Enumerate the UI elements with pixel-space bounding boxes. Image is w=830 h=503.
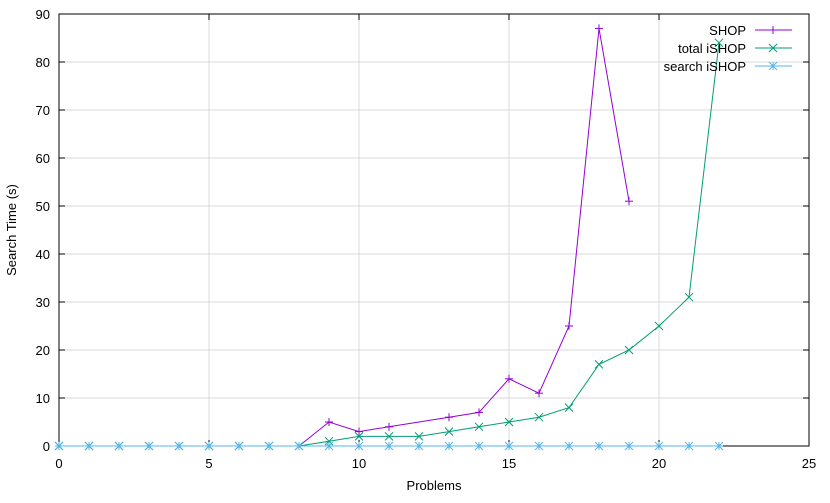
legend: SHOP total iSHOP search iSHOP <box>664 23 792 74</box>
x-axis-label: Problems <box>407 478 462 493</box>
data-point <box>474 422 484 432</box>
data-point <box>444 441 454 451</box>
data-point <box>144 441 154 451</box>
data-point <box>384 441 394 451</box>
x-tick-label: 20 <box>652 456 666 471</box>
data-point <box>654 441 664 451</box>
x-tick-label: 0 <box>55 456 62 471</box>
series-group <box>54 24 724 451</box>
y-tick-label: 0 <box>43 439 50 454</box>
data-point <box>385 422 393 431</box>
data-point <box>354 432 364 441</box>
data-point <box>535 389 543 398</box>
y-tick-label: 60 <box>36 151 50 166</box>
y-tick-label: 30 <box>36 295 50 310</box>
data-point <box>355 427 363 436</box>
data-point <box>504 417 514 427</box>
data-point <box>595 24 603 33</box>
x-tick-label: 5 <box>205 456 212 471</box>
y-tick-label: 50 <box>36 199 50 214</box>
legend-label: search iSHOP <box>664 59 746 74</box>
data-point <box>264 441 274 451</box>
y-tick-label: 90 <box>36 7 50 22</box>
data-point <box>174 441 184 451</box>
data-point <box>114 441 124 451</box>
data-point <box>204 441 214 451</box>
data-point <box>475 408 483 417</box>
data-point <box>565 322 573 330</box>
data-point <box>354 441 364 451</box>
y-tick-label: 80 <box>36 55 50 70</box>
data-point <box>384 432 394 441</box>
data-point <box>594 360 604 369</box>
data-point <box>414 441 424 451</box>
data-point <box>294 441 304 451</box>
data-point <box>624 345 634 355</box>
axis-ticks: 0 10 20 30 40 50 60 70 80 90 0 5 10 15 20 25 <box>36 7 817 471</box>
data-point <box>594 441 604 451</box>
y-axis-label: Search Time (s) <box>4 184 19 276</box>
data-point <box>444 427 454 436</box>
data-point <box>625 197 633 206</box>
series-search-ishop <box>54 441 724 451</box>
data-point <box>324 441 334 451</box>
data-point <box>714 441 724 451</box>
data-point <box>714 38 724 48</box>
data-point <box>505 374 513 383</box>
data-point <box>234 441 244 451</box>
grid <box>59 14 809 446</box>
legend-marker <box>768 43 778 53</box>
data-point <box>54 441 64 451</box>
data-point <box>534 412 544 422</box>
data-point <box>414 432 424 441</box>
y-tick-label: 70 <box>36 103 50 118</box>
data-point <box>684 441 694 451</box>
data-point <box>624 441 634 451</box>
x-tick-label: 10 <box>352 456 366 471</box>
y-tick-label: 40 <box>36 247 50 262</box>
x-tick-label: 25 <box>802 456 816 471</box>
data-point <box>325 418 333 426</box>
data-point <box>534 441 544 451</box>
data-point <box>504 441 514 451</box>
legend-marker <box>768 61 778 71</box>
data-point <box>684 292 694 302</box>
data-point <box>84 441 94 451</box>
data-point <box>564 441 574 451</box>
data-point <box>445 413 453 422</box>
data-point <box>654 321 664 331</box>
legend-label: total iSHOP <box>678 41 746 56</box>
y-tick-label: 10 <box>36 391 50 406</box>
series-line <box>59 28 630 447</box>
series-line <box>59 42 720 447</box>
data-point <box>564 403 574 412</box>
x-tick-label: 15 <box>502 456 516 471</box>
y-tick-label: 20 <box>36 343 50 358</box>
series-shop <box>55 24 633 450</box>
legend-label: SHOP <box>709 23 746 38</box>
series-total-ishop <box>54 38 724 451</box>
data-point <box>474 441 484 451</box>
legend-marker <box>769 26 777 34</box>
